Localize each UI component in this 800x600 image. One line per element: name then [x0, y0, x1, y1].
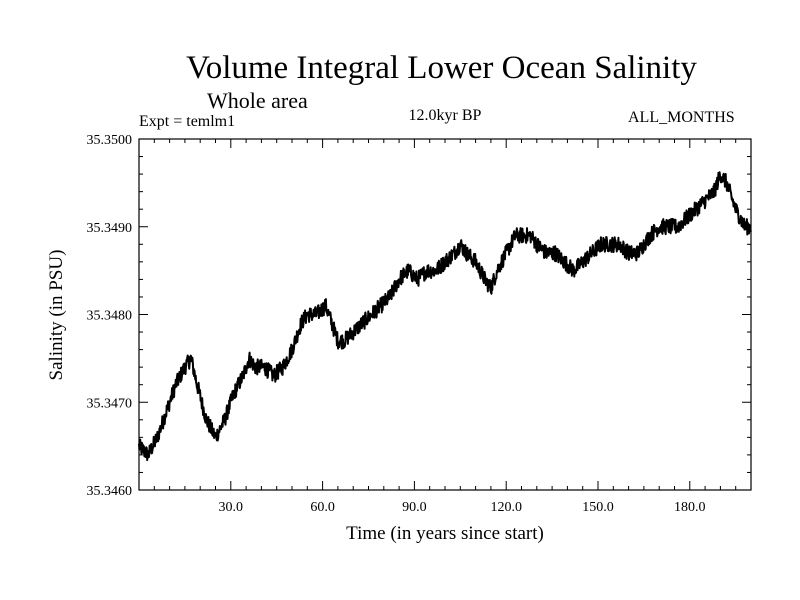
- y-tick-label: 35.3480: [87, 309, 133, 324]
- y-tick-label: 35.3470: [87, 396, 133, 411]
- x-axis-title: Time (in years since start): [346, 523, 544, 544]
- x-tick-label: 150.0: [582, 500, 614, 515]
- x-tick-label: 30.0: [219, 500, 244, 515]
- chart-title: Volume Integral Lower Ocean Salinity: [186, 50, 697, 86]
- series-line-temlm1: [138, 171, 752, 462]
- x-tick-label: 120.0: [490, 500, 522, 515]
- x-tick-label: 180.0: [674, 500, 706, 515]
- period-label: 12.0kyr BP: [408, 107, 482, 124]
- months-label: ALL_MONTHS: [628, 109, 735, 126]
- axis-ticks: 30.0 60.0 90.0 120.0 150.0 180.0 35.3460 35.347…: [87, 133, 751, 515]
- x-tick-label: 90.0: [402, 500, 427, 515]
- y-tick-label: 35.3500: [87, 133, 133, 148]
- chart-subtitle: Whole area: [207, 88, 308, 113]
- y-tick-label: 35.3490: [87, 221, 133, 236]
- y-tick-label: 35.3460: [87, 484, 133, 499]
- experiment-label: Expt = temlm1: [139, 113, 236, 130]
- plot-frame: [138, 138, 752, 491]
- y-axis-title: Salinity (in PSU): [46, 250, 67, 381]
- x-tick-label: 60.0: [310, 500, 335, 515]
